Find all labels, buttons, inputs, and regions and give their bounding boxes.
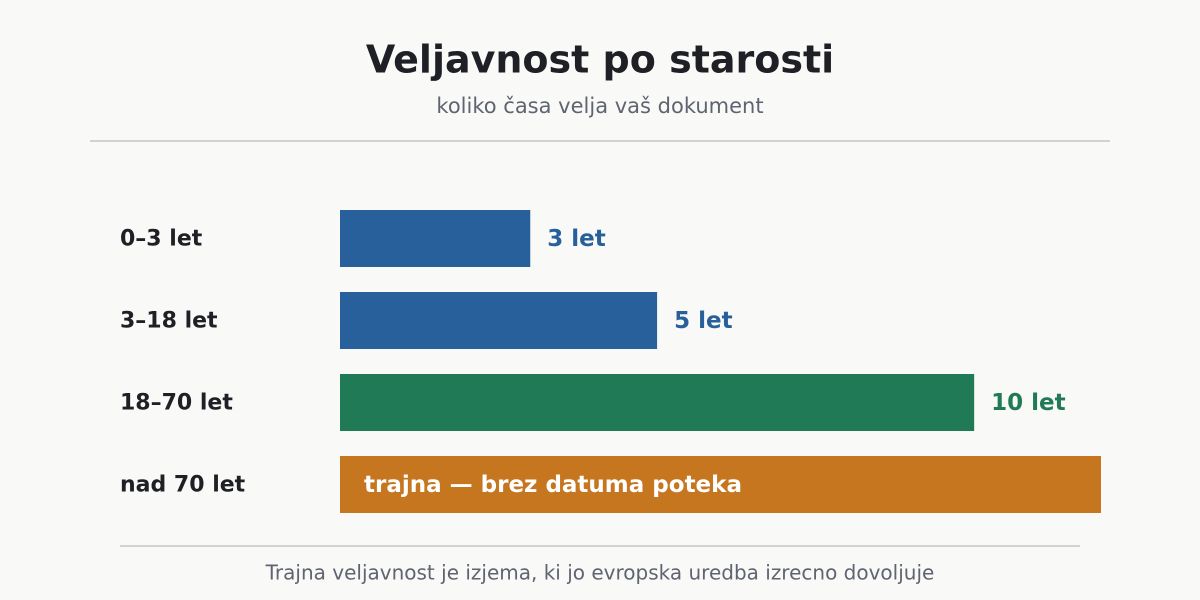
value-label: 5 let — [674, 308, 733, 334]
chart-title: Veljavnost po starosti — [366, 38, 834, 82]
value-label: trajna — brez datuma poteka — [364, 472, 742, 498]
bar — [340, 374, 975, 431]
category-label: 3–18 let — [120, 309, 218, 334]
chart-subtitle: koliko časa velja vaš dokument — [436, 94, 763, 118]
bar-permanent — [340, 456, 1101, 513]
value-label: 10 let — [991, 390, 1066, 416]
bar — [340, 292, 658, 349]
value-label: 3 let — [547, 226, 606, 252]
category-label: 0–3 let — [120, 227, 203, 252]
footnote: Trajna veljavnost je izjema, ki jo evrop… — [265, 561, 935, 585]
category-label: nad 70 let — [120, 473, 246, 498]
category-label: 18–70 let — [120, 391, 233, 416]
bar — [340, 210, 531, 267]
